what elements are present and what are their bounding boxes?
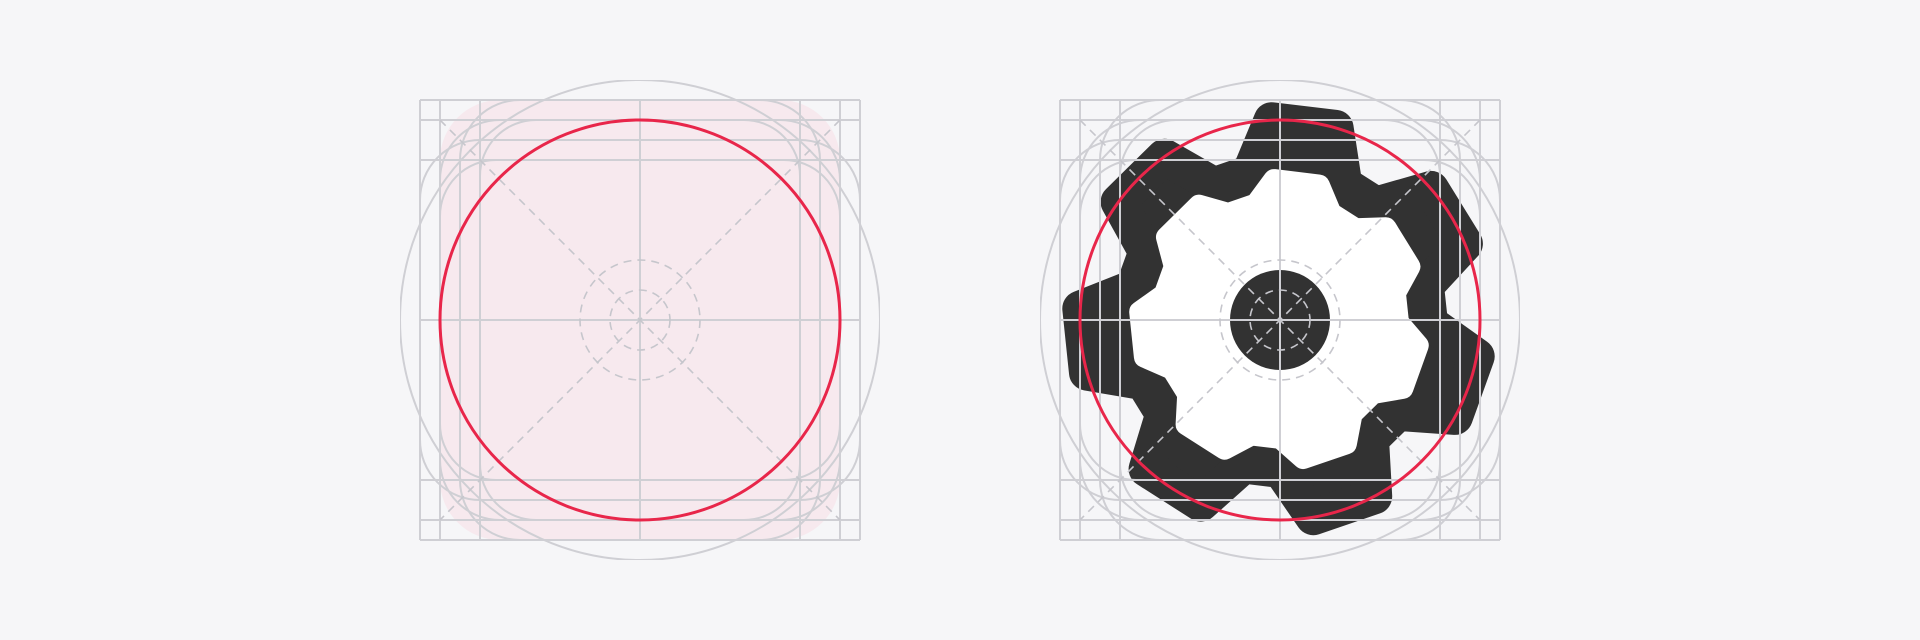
keyline-grid <box>400 80 880 560</box>
diagonal-line <box>439 119 841 521</box>
keyline-template-panel <box>400 80 880 560</box>
keyline-template-graphic <box>400 80 880 560</box>
center-circle-large <box>579 259 701 381</box>
center-circle-small <box>1249 289 1311 351</box>
keyline-gear-panel <box>1040 80 1520 560</box>
keyline-circle <box>438 118 842 522</box>
keyline-circle <box>1078 118 1482 522</box>
diagonal-line <box>1079 119 1481 521</box>
keyline-grid <box>1040 80 1520 560</box>
keyline-gear-graphic <box>1040 80 1520 560</box>
center-circle-small <box>609 289 671 351</box>
center-circle-large <box>1219 259 1341 381</box>
